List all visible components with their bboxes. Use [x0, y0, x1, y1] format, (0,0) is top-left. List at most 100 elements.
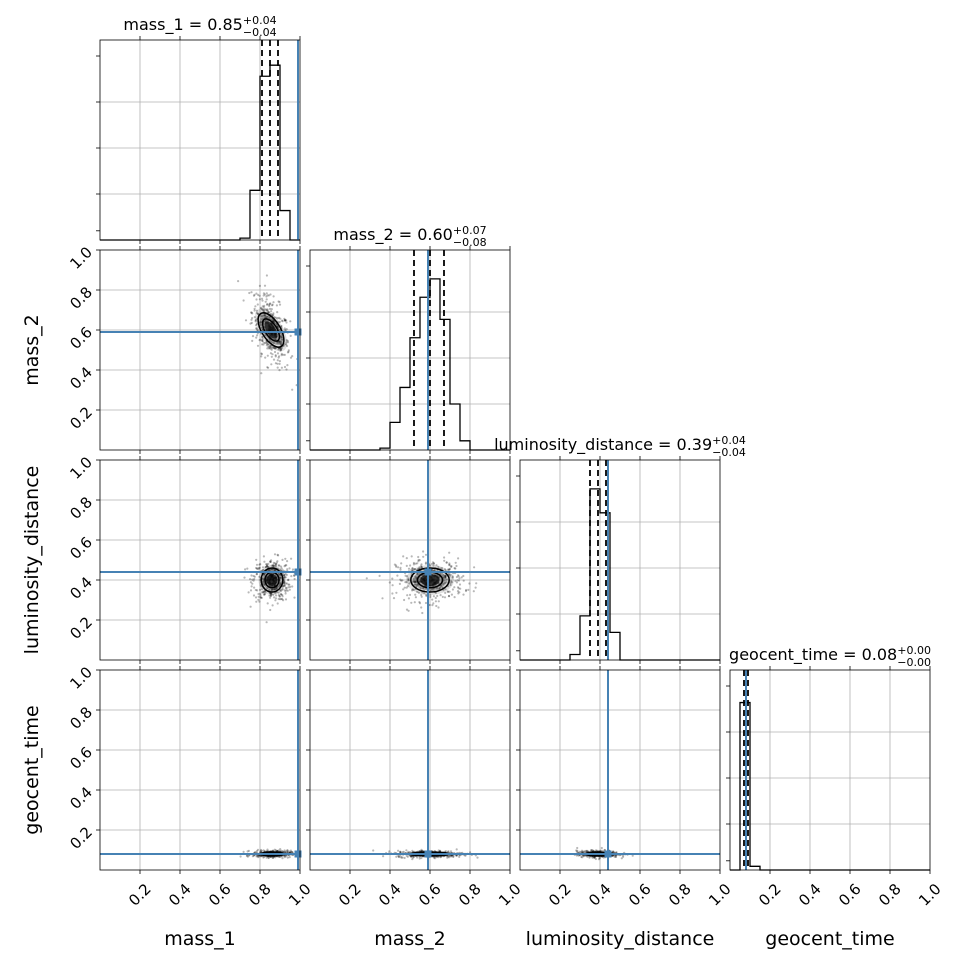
- x-tick-label: 0.6: [625, 880, 655, 910]
- sample-point: [391, 584, 394, 587]
- y-tick-label: 0.2: [66, 823, 96, 853]
- sample-point: [251, 578, 254, 581]
- sample-point: [269, 560, 272, 564]
- sample-point: [435, 564, 438, 567]
- sample-point: [446, 578, 449, 581]
- sample-point: [271, 347, 274, 350]
- sample-point: [237, 280, 240, 283]
- sample-point: [405, 849, 408, 852]
- density-mass_2-luminosity_distance: [365, 550, 478, 615]
- sample-point: [576, 846, 579, 850]
- sample-point: [429, 595, 432, 599]
- sample-point: [287, 583, 290, 586]
- sample-point: [260, 355, 263, 358]
- sample-point: [265, 274, 268, 277]
- truth-marker: [424, 568, 432, 576]
- sample-point: [397, 566, 400, 569]
- sample-point: [468, 582, 471, 585]
- sample-point: [289, 850, 292, 854]
- sample-point: [448, 590, 451, 593]
- sample-point: [273, 350, 277, 354]
- truth-marker: [294, 568, 302, 576]
- sample-point: [253, 316, 256, 319]
- sample-point: [272, 342, 275, 345]
- panel-frame: [309, 459, 511, 661]
- sample-point: [258, 294, 261, 297]
- sample-point: [263, 855, 266, 859]
- sample-point: [282, 851, 285, 854]
- sample-point: [254, 596, 258, 599]
- sample-point: [455, 854, 458, 857]
- sample-point: [281, 857, 284, 860]
- sample-point: [250, 311, 253, 314]
- sample-point: [283, 849, 286, 852]
- sample-point: [260, 320, 263, 323]
- sample-point: [280, 342, 283, 345]
- sample-point: [279, 565, 283, 568]
- sample-point: [266, 308, 269, 311]
- title-prefix: luminosity_distance = 0.39: [494, 435, 712, 455]
- sample-point: [455, 564, 458, 568]
- title-minus: −0.00: [897, 656, 931, 669]
- sample-point: [268, 303, 271, 306]
- sample-point: [265, 565, 268, 568]
- sample-point: [261, 340, 264, 343]
- sample-point: [472, 590, 475, 593]
- sample-point: [263, 573, 266, 576]
- sample-point: [281, 320, 284, 323]
- sample-point: [283, 318, 286, 321]
- sample-point: [612, 850, 615, 853]
- sample-point: [437, 849, 440, 852]
- sample-point: [469, 851, 472, 854]
- sample-point: [258, 298, 261, 301]
- sample-point: [454, 567, 457, 570]
- sample-point: [579, 851, 582, 854]
- sample-point: [475, 582, 478, 585]
- sample-point: [456, 586, 460, 589]
- sample-point: [286, 568, 289, 571]
- sample-point: [277, 585, 280, 588]
- sample-point: [408, 582, 411, 585]
- sample-point: [448, 563, 451, 566]
- sample-point: [589, 849, 593, 852]
- sample-point: [255, 558, 258, 561]
- sample-point: [404, 574, 407, 577]
- sample-point: [274, 856, 277, 859]
- sample-point: [279, 349, 282, 352]
- sample-point: [410, 855, 413, 858]
- sample-point: [410, 855, 413, 858]
- sample-point: [262, 292, 265, 295]
- panel-frame: [519, 459, 721, 661]
- sample-point: [285, 573, 288, 577]
- panel-title-geocent_time: geocent_time = 0.08+0.00 −0.00: [729, 644, 931, 669]
- sample-point: [266, 315, 269, 318]
- sample-point: [391, 592, 394, 595]
- sample-point: [263, 341, 266, 344]
- sample-point: [420, 595, 423, 598]
- sample-point: [457, 587, 460, 590]
- x-tick-label: 1.0: [915, 880, 945, 910]
- sample-point: [256, 328, 259, 332]
- sample-point: [242, 850, 245, 854]
- sample-point: [258, 339, 261, 342]
- sample-point: [378, 574, 381, 578]
- panel-title-luminosity_distance: luminosity_distance = 0.39+0.04 −0.04: [494, 434, 746, 459]
- sample-point: [271, 604, 274, 607]
- sample-point: [410, 855, 413, 858]
- sample-point: [263, 304, 266, 307]
- sample-point: [260, 307, 263, 310]
- sample-point: [458, 583, 462, 586]
- sample-point: [266, 347, 269, 350]
- sample-point: [255, 854, 259, 857]
- sample-point: [286, 351, 290, 354]
- sample-point: [442, 582, 445, 586]
- sample-point: [284, 319, 287, 322]
- sample-point: [414, 580, 417, 583]
- sample-point: [424, 561, 428, 564]
- sample-point: [451, 576, 454, 579]
- x-tick-label: 0.2: [545, 880, 575, 910]
- sample-point: [287, 349, 290, 352]
- sample-point: [261, 308, 264, 311]
- sample-point: [278, 572, 281, 575]
- sample-point: [457, 592, 460, 595]
